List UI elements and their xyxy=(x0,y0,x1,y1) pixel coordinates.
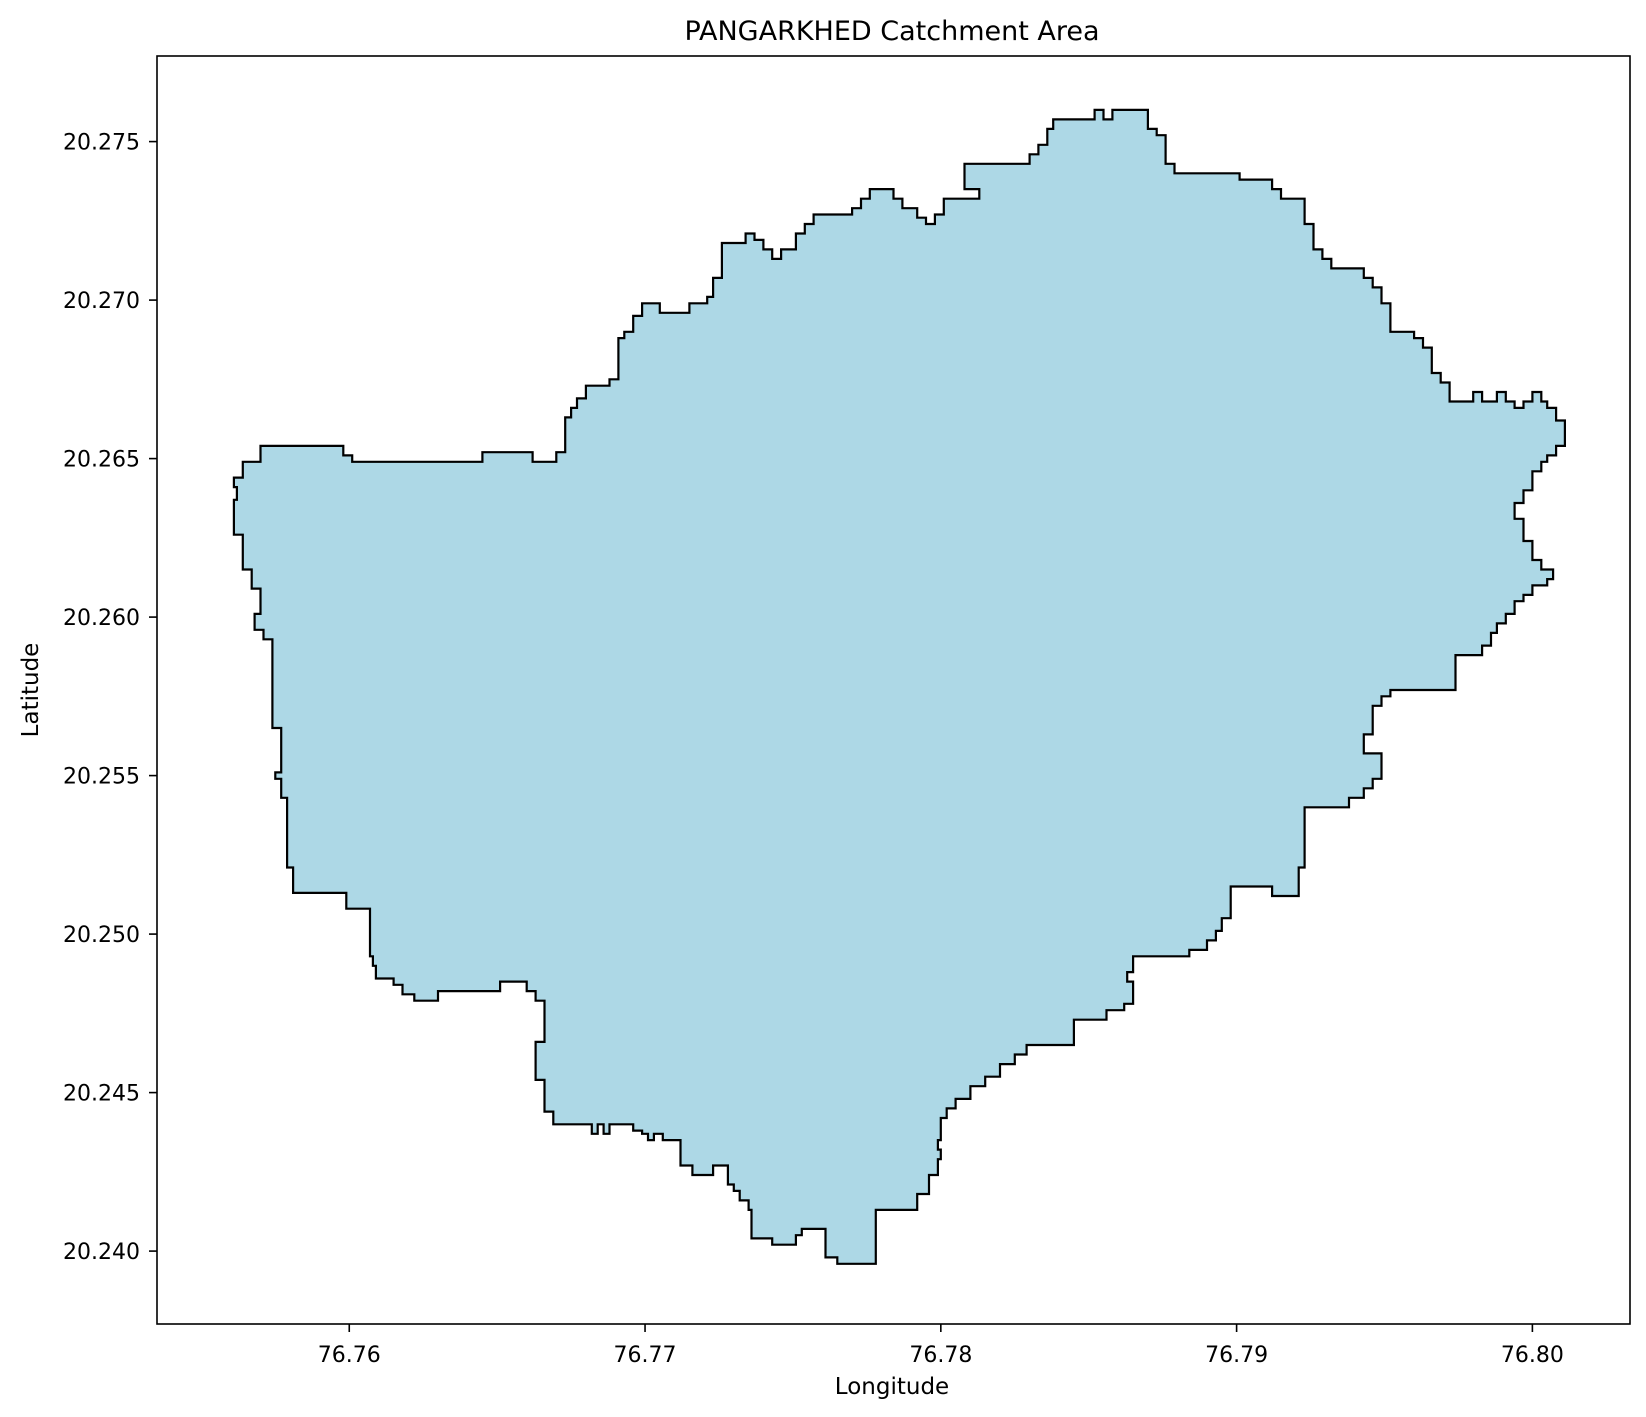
x-tick-label: 76.80 xyxy=(1501,1343,1564,1368)
x-axis-ticks: 76.76 76.77 76.78 76.79 76.80 xyxy=(318,1324,1564,1368)
catchment-polygon[interactable] xyxy=(232,108,1566,1265)
y-tick-label: 20.275 xyxy=(63,131,140,156)
chart-title: PANGARKHED Catchment Area xyxy=(684,16,1099,47)
x-axis-label: Longitude xyxy=(835,1374,949,1400)
y-tick-label: 20.250 xyxy=(63,923,140,948)
y-axis-label: Latitude xyxy=(18,643,44,738)
y-tick-label: 20.265 xyxy=(63,448,140,473)
y-axis-ticks: 20.240 20.245 20.250 20.255 20.260 20.265 20.2… xyxy=(63,131,157,1265)
x-tick-label: 76.79 xyxy=(1205,1343,1268,1368)
x-tick-label: 76.77 xyxy=(614,1343,677,1368)
y-tick-label: 20.245 xyxy=(63,1082,140,1107)
y-tick-label: 20.255 xyxy=(63,765,140,790)
plot-frame xyxy=(156,55,1631,1325)
x-tick-label: 76.78 xyxy=(909,1343,972,1368)
y-tick-label: 20.240 xyxy=(63,1240,140,1265)
y-tick-label: 20.260 xyxy=(63,606,140,631)
x-tick-label: 76.76 xyxy=(318,1343,381,1368)
plot-area xyxy=(156,55,1631,1325)
y-tick-label: 20.270 xyxy=(63,289,140,314)
